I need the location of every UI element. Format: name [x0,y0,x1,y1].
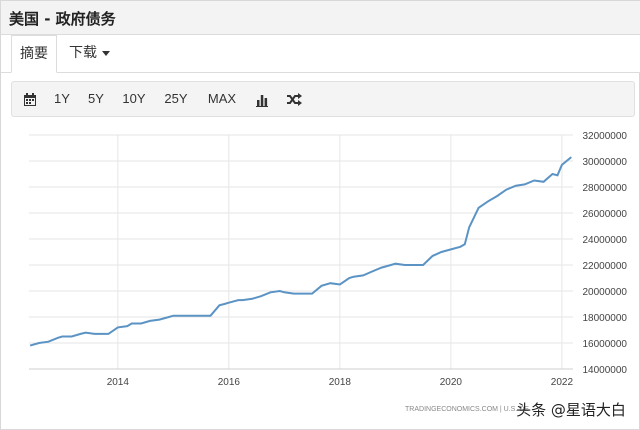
y-tick-label: 28000000 [583,183,628,194]
tab-bar: 摘要 下载 [1,35,640,73]
x-tick-label: 2020 [440,377,463,388]
y-tick-label: 18000000 [583,313,628,324]
calendar-button[interactable] [16,82,44,116]
watermark-text: 头条 @星语大白 [516,401,626,419]
page-header: 美国 - 政府债务 [1,1,640,35]
y-tick-label: 22000000 [583,261,628,272]
chart-area: 14000000 16000000 18000000 20000000 22000000… [1,119,640,430]
range-5y-button[interactable]: 5Y [88,91,104,106]
y-tick-label: 26000000 [583,209,628,220]
x-tick-label: 2014 [107,377,130,388]
y-tick-label: 32000000 [583,131,628,142]
range-10y-button[interactable]: 10Y [122,91,146,106]
x-tick-label: 2018 [329,377,352,388]
tab-download-label: 下载 [69,45,97,61]
caret-down-icon [102,50,110,56]
x-tick-label: 2016 [218,377,241,388]
y-tick-label: 30000000 [583,157,628,168]
tab-summary[interactable]: 摘要 [11,35,57,73]
calendar-icon [24,92,36,106]
y-tick-label: 20000000 [583,287,628,298]
shuffle-button[interactable] [280,82,308,116]
x-tick-label: 2022 [551,377,574,388]
y-tick-label: 14000000 [583,365,628,376]
chart-toolbar: 1Y 5Y 10Y 25Y MAX [11,81,635,117]
page-title: 美国 - 政府债务 [9,10,116,28]
y-tick-label: 24000000 [583,235,628,246]
range-25y-button[interactable]: 25Y [164,91,188,106]
debt-line-chart: 14000000 16000000 18000000 20000000 22000000… [29,131,628,419]
tab-download[interactable]: 下载 [69,35,110,73]
y-tick-label: 16000000 [583,339,628,350]
range-max-button[interactable]: MAX [207,91,237,106]
source-label: TRADINGECONOMICS.COM | U.S. DE [405,406,529,413]
range-1y-button[interactable]: 1Y [54,91,70,106]
bar-chart-icon [256,94,268,107]
bar-chart-button[interactable] [248,82,276,116]
shuffle-icon [286,93,302,107]
series-line [29,156,572,347]
